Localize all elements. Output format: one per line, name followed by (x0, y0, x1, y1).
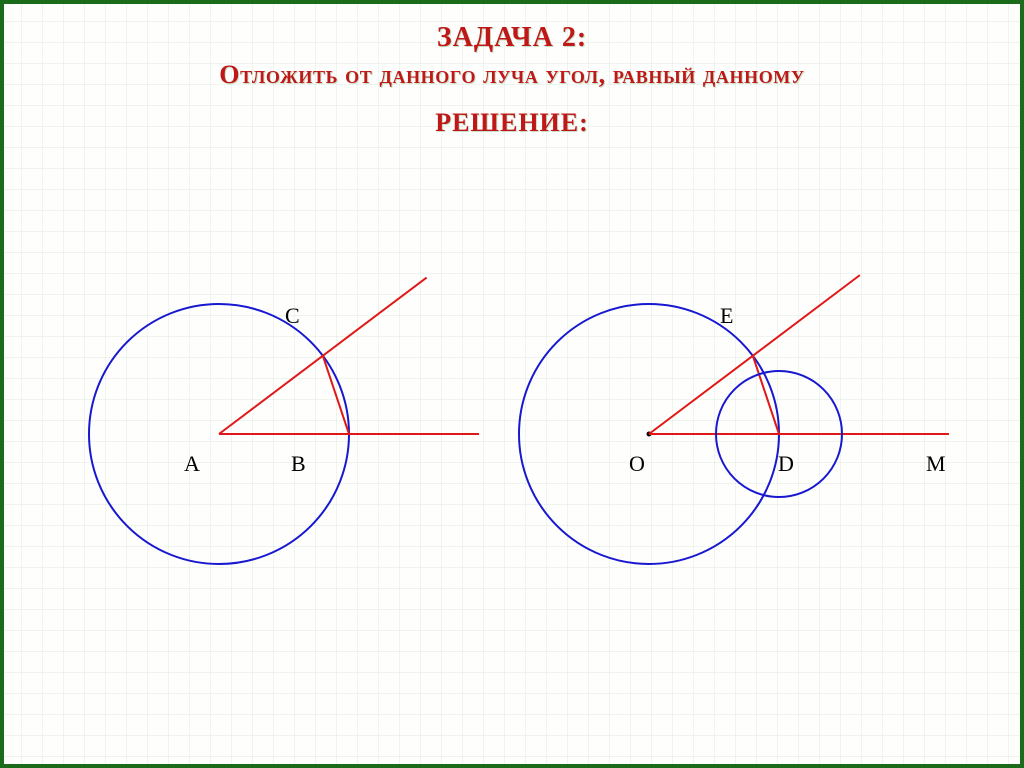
label-D: D (778, 451, 794, 477)
task-subtitle: Отложить от данного луча угол, равный да… (4, 60, 1020, 90)
solution-title: РЕШЕНИЕ: (4, 108, 1020, 138)
left-chord (323, 356, 349, 434)
label-C: C (285, 303, 300, 329)
right-circle-small (716, 371, 842, 497)
label-B: B (291, 451, 306, 477)
right-circle-big (519, 304, 779, 564)
task-title: ЗАДАЧА 2: (4, 22, 1020, 54)
label-E: E (720, 303, 733, 329)
label-O: O (629, 451, 645, 477)
left-circle (89, 304, 349, 564)
right-ray-angled (649, 275, 860, 434)
label-A: A (184, 451, 200, 477)
right-center-dot (647, 432, 652, 437)
right-chord (753, 356, 779, 434)
left-ray-angled (219, 278, 427, 434)
label-M: M (926, 451, 946, 477)
